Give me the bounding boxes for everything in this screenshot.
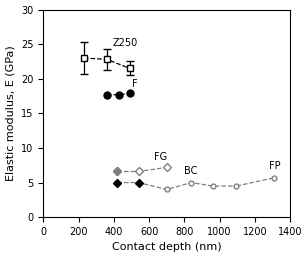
Y-axis label: Elastic modulus, E (GPa): Elastic modulus, E (GPa)	[6, 45, 16, 181]
Text: FG: FG	[154, 152, 168, 162]
Text: Z250: Z250	[113, 38, 138, 47]
Text: F: F	[132, 79, 138, 89]
Text: FP: FP	[269, 161, 281, 171]
X-axis label: Contact depth (nm): Contact depth (nm)	[112, 243, 221, 252]
Text: BC: BC	[184, 166, 198, 176]
